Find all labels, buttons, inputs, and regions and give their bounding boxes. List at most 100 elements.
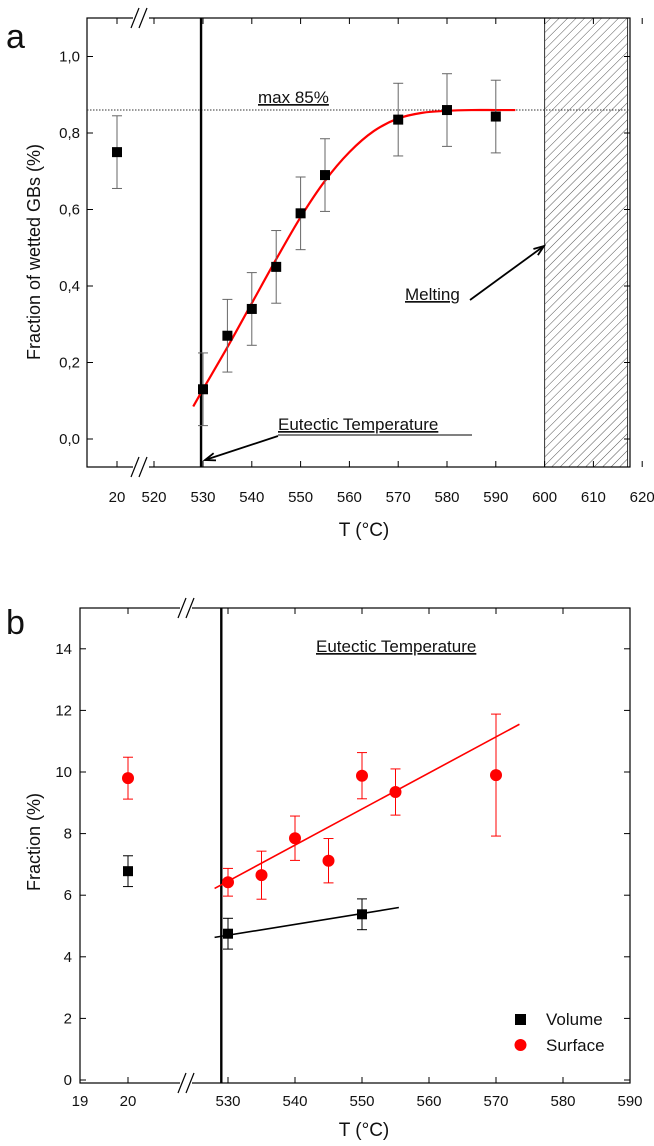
data-point-surface (356, 769, 368, 782)
fit-curve (192, 108, 516, 408)
melting-arrow-head (533, 244, 547, 256)
panel-a-eutectic-label: Eutectic Temperature (278, 415, 438, 434)
data-point (198, 384, 208, 395)
data-point (393, 114, 404, 125)
x-tick-label: 550 (349, 1093, 374, 1110)
eutectic-arrow-head (202, 452, 217, 462)
x-tick-label: 530 (215, 1093, 240, 1110)
x-tick-label: 590 (617, 1093, 642, 1110)
panel-b-x-axis-label: T (°C) (339, 1120, 390, 1141)
panel-a-x-axis-label: T (°C) (339, 520, 390, 541)
data-point-surface (490, 769, 502, 782)
y-tick-label: 0,4 (59, 278, 80, 295)
x-tick-label: 19 (72, 1093, 89, 1110)
x-tick-label: 20 (109, 489, 126, 506)
panel-b-eutectic-label: Eutectic Temperature (316, 637, 476, 656)
eutectic-arrow (204, 435, 279, 461)
axis-break-mark (177, 597, 187, 619)
panel-a-melting-label: Melting (405, 285, 460, 304)
data-point-surface (255, 869, 268, 882)
axis-break-mark (130, 456, 140, 478)
x-tick-label: 580 (434, 489, 459, 506)
panel-b-y-axis-label: Fraction (%) (24, 793, 44, 891)
x-tick-label: 610 (581, 489, 606, 506)
axis-break-mark (138, 456, 148, 478)
data-point-volume (223, 928, 233, 939)
data-point-surface (289, 832, 301, 845)
melting-arrow (469, 245, 545, 301)
panel-a: a 20 520 530 540 550 560 570 580 590 600 610 620 0,0… (6, 7, 654, 541)
axis-break-mark (177, 1072, 187, 1094)
data-point-surface (122, 772, 134, 785)
x-tick-label: 570 (483, 1093, 508, 1110)
x-tick-label: 540 (239, 489, 264, 506)
axis-break-mark (130, 7, 140, 29)
y-tick-label: 12 (55, 702, 72, 719)
data-point-volume (357, 909, 367, 920)
data-point-surface (389, 786, 402, 799)
x-tick-label: 620 (630, 489, 654, 506)
legend-volume-marker (515, 1014, 526, 1025)
x-tick-label: 600 (532, 489, 557, 506)
axis-break-gap (141, 8, 149, 28)
panel-b-label: b (6, 604, 25, 642)
axis-break-mark (185, 597, 195, 619)
x-tick-label: 570 (386, 489, 411, 506)
y-tick-label: 8 (64, 826, 72, 843)
panel-a-plot-area: 20 520 530 540 550 560 570 580 590 600 610 620 0,0 0,… (59, 7, 654, 506)
axis-break-mark (185, 1072, 195, 1094)
fit-line-volume (214, 906, 399, 939)
axis-break-gap (180, 598, 192, 618)
x-tick-label: 540 (282, 1093, 307, 1110)
melting-hatched-region (544, 17, 629, 468)
y-tick-label: 0,2 (59, 355, 80, 372)
axis-break-gap (133, 457, 141, 477)
y-tick-label: 10 (55, 764, 72, 781)
data-point-surface (222, 876, 234, 889)
panel-b-plot-area: 19 20 530 540 550 560 570 580 590 0 2 4 6 8 10 12 14 (55, 597, 643, 1110)
data-point (271, 261, 282, 272)
data-point-volume (123, 866, 133, 877)
legend-volume-label: Volume (546, 1010, 603, 1029)
data-point (490, 111, 501, 122)
fit-line-surface (214, 723, 520, 890)
y-tick-label: 0 (64, 1072, 72, 1089)
data-point (112, 147, 122, 158)
axis-break-gap (133, 8, 141, 28)
x-tick-label: 520 (141, 489, 166, 506)
axis-break-mark (138, 7, 148, 29)
axis-break-gap (180, 1073, 192, 1093)
panel-b: b 19 20 530 540 550 560 570 580 590 0 2 4 6 8 10 12 14 T… (6, 597, 643, 1141)
y-tick-label: 0,6 (59, 202, 80, 219)
x-tick-label: 530 (190, 489, 215, 506)
y-tick-label: 6 (64, 887, 72, 904)
panel-a-label: a (6, 18, 25, 56)
data-point (320, 170, 330, 181)
data-point (222, 330, 233, 341)
panel-b-frame (79, 607, 631, 1084)
legend-surface-marker (514, 1039, 527, 1051)
y-tick-label: 0,0 (59, 431, 80, 448)
panel-a-frame (86, 17, 631, 468)
x-tick-label: 550 (288, 489, 313, 506)
y-tick-label: 0,8 (59, 125, 80, 142)
data-point-surface (322, 854, 335, 867)
axis-break-gap (141, 457, 149, 477)
y-tick-label: 2 (64, 1010, 72, 1027)
data-point (246, 303, 257, 314)
data-point (442, 105, 452, 116)
x-tick-label: 580 (550, 1093, 575, 1110)
data-point (295, 208, 306, 219)
x-tick-label: 560 (337, 489, 362, 506)
x-tick-label: 590 (483, 489, 508, 506)
legend-surface-label: Surface (546, 1036, 605, 1055)
panel-a-y-axis-label: Fraction of wetted GBs (%) (24, 144, 44, 360)
panel-a-max-label: max 85% (258, 88, 329, 107)
y-tick-label: 4 (64, 949, 72, 966)
panel-b-legend: Volume Surface (514, 1010, 605, 1055)
x-tick-label: 560 (416, 1093, 441, 1110)
x-tick-label: 20 (120, 1093, 137, 1110)
y-tick-label: 1,0 (59, 49, 80, 66)
y-tick-label: 14 (55, 641, 72, 658)
